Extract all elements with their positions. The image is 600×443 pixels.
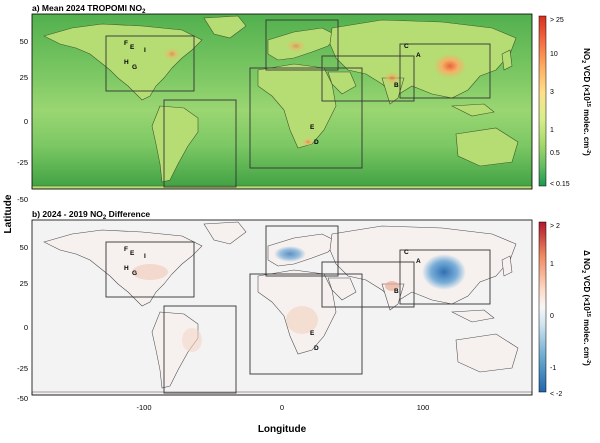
diff-europe [274,246,306,262]
y-tick-b-neg50: -50 [17,394,28,403]
box-africa [249,67,363,169]
colorbar-a-label: NO2 VCD (×1015 molec. cm-2) [580,48,591,156]
panel-a: a) Mean 2024 TROPOMI NO2 F E I H G C A B [17,3,591,204]
colorbar-b-tick-1: 1 [550,261,554,268]
colorbar-a-tick-1: 10 [550,51,558,58]
hotspot-india [384,72,400,84]
box-middle-east [321,55,415,102]
hotspot-us-east [164,48,180,60]
region-boxes-b [105,225,491,394]
site-label-b: B [394,82,399,89]
site-b-label-a: A [416,258,421,265]
box-south-america [163,99,237,188]
x-tick-100: 100 [417,403,430,412]
site-label-g: G [132,64,137,71]
colorbar-a-tick-2: 3 [550,89,554,96]
diff-south-america [182,328,202,352]
y-tick-a-50: 50 [20,37,28,46]
site-b-label-g: G [132,270,137,277]
site-b-label-i: I [144,253,146,260]
diff-east-asia [422,254,466,290]
site-label-e2: E [310,124,315,131]
y-axis-label: Latitude [3,194,14,233]
y-tick-a-25: 25 [20,73,28,82]
site-b-label-d: D [314,345,319,352]
panel-a-title: a) Mean 2024 TROPOMI NO2 [32,3,146,15]
site-label-c: C [404,43,409,50]
box-b-middle-east [321,261,415,308]
box-b-africa [249,273,363,375]
colorbar-a-tick-3: 1 [550,127,554,134]
diff-india [385,281,399,291]
panel-b: b) 2024 - 2019 NO2 Difference F E I H G … [17,209,591,412]
site-b-label-h: H [124,265,129,272]
site-b-label-b: B [394,288,399,295]
x-tick-0: 0 [280,403,284,412]
y-tick-a-neg50: -50 [17,195,28,204]
x-axis-label: Longitude [258,424,307,435]
y-tick-b-0: 0 [24,323,28,332]
colorbar-a-tick-4: 0.5 [550,150,560,157]
region-boxes-a [105,19,491,188]
y-tick-b-neg25: -25 [17,364,28,373]
colorbar-b-label: Δ NO2 VCD (×1015 molec. cm-2) [580,250,591,366]
site-label-h: H [124,59,129,66]
colorbar-b [538,221,547,393]
box-b-east-asia [399,249,491,305]
site-label-e: E [130,44,135,51]
site-b-label-c: C [404,249,409,256]
site-b-label-f: F [124,246,128,253]
colorbar-a-tick-0: > 25 [550,17,564,24]
colorbar-b-tick-3: -1 [550,365,556,372]
box-b-north-america [105,241,195,298]
y-tick-b-25: 25 [20,279,28,288]
box-europe [265,19,339,71]
site-label-d: D [314,139,319,146]
hotspot-europe [286,40,306,52]
y-tick-a-0: 0 [24,117,28,126]
site-label-f: F [124,40,128,47]
diff-africa [286,306,318,334]
hotspot-east-asia [434,54,466,78]
site-b-label-e2: E [310,330,315,337]
colorbar-a-tick-5: < 0.15 [550,181,570,188]
box-east-asia [399,43,491,99]
hotspot-south-africa [302,138,314,146]
box-b-south-america [163,305,237,394]
colorbar-b-tick-4: < -2 [550,391,562,398]
panel-b-title: b) 2024 - 2019 NO2 Difference [32,209,150,221]
diff-north-america [132,264,168,280]
colorbar-b-tick-2: 0 [550,313,554,320]
site-b-label-e: E [130,250,135,257]
box-b-europe [265,225,339,277]
site-label-a: A [416,52,421,59]
y-tick-a-neg25: -25 [17,158,28,167]
colorbar-a [538,15,547,187]
y-tick-b-50: 50 [20,243,28,252]
x-tick-neg100: -100 [136,403,151,412]
site-label-i: I [144,47,146,54]
colorbar-b-tick-0: > 2 [550,223,560,230]
box-north-america [105,35,195,92]
